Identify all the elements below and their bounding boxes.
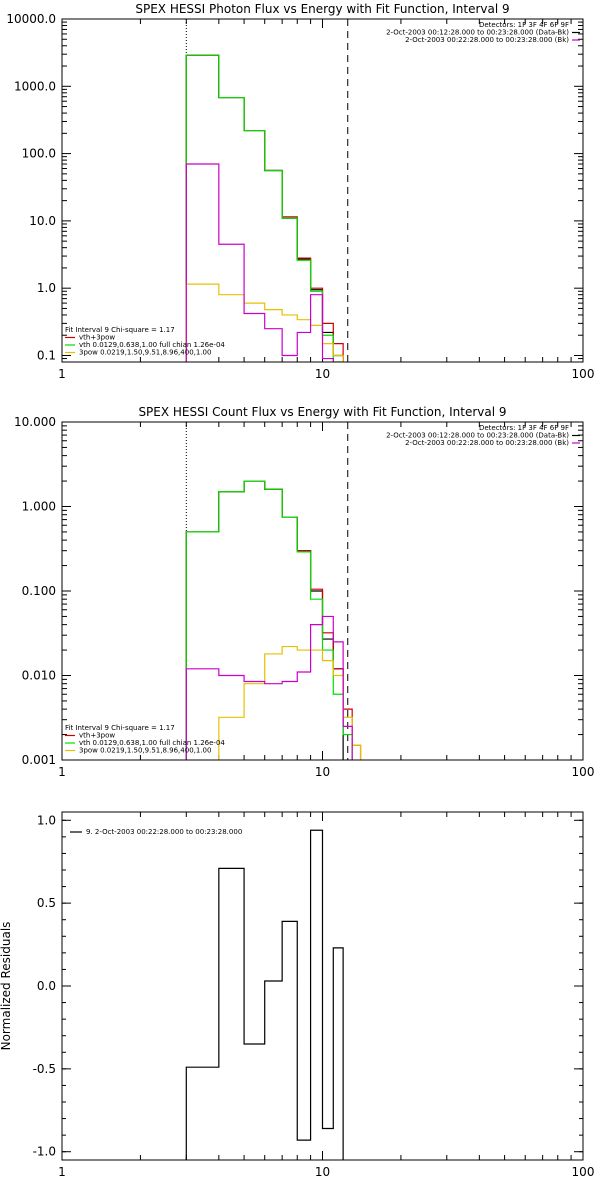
legend-entry: vth+3pow <box>79 732 115 740</box>
series-line-residuals <box>185 829 344 1160</box>
y-tick-label: 1.0 <box>37 281 56 295</box>
series-line-vth <box>185 54 344 362</box>
legend-entry: Fit Interval 9 Chi-square = 1.17 <box>65 724 175 732</box>
legend-entry: 3pow 0.0219,1.50,9.51,8.96,400,1.00 <box>79 349 211 357</box>
y-tick-label: 100.0 <box>22 147 56 161</box>
legend-entry: Detectors: 1F 3F 4F 6F 9F <box>479 21 569 29</box>
legend-entry: 2-Oct-2003 00:22:28.000 to 00:23:28.000 … <box>405 439 569 447</box>
series-line-3pow <box>218 645 362 760</box>
legend-entry: vth+3pow <box>79 334 115 342</box>
y-tick-label: 0.100 <box>22 584 56 598</box>
series-line-3pow <box>185 283 344 362</box>
y-tick-label: 0.001 <box>22 753 56 767</box>
x-tick-label: 1 <box>58 367 66 381</box>
legend-entry: 9. 2-Oct-2003 00:22:28.000 to 00:23:28.0… <box>86 828 242 836</box>
x-tick-label: 10 <box>315 367 330 381</box>
residuals-panel: Normalized Residuals 1 10 100 -1.0 -0.5 0.0 0.5… <box>0 811 595 1179</box>
plot-frame <box>61 421 584 761</box>
x-tick-label: 100 <box>572 1165 595 1179</box>
y-tick-label: 10.000 <box>14 415 56 429</box>
x-tick-label: 1 <box>58 1165 66 1179</box>
y-tick-label: -0.5 <box>33 1062 56 1076</box>
legend-entry: Fit Interval 9 Chi-square = 1.17 <box>65 326 175 334</box>
series-line-bk <box>185 163 334 362</box>
plot-frame <box>61 18 584 363</box>
chart-title: SPEX HESSI Count Flux vs Energy with Fit… <box>138 405 506 419</box>
legend-entry: 2-Oct-2003 00:12:28.000 to 00:23:28.000 … <box>386 432 569 440</box>
legend-entry: 2-Oct-2003 00:22:28.000 to 00:23:28.000 … <box>405 36 569 44</box>
series-line-bk <box>185 615 353 760</box>
y-tick-label: 0.0 <box>37 979 56 993</box>
series-group <box>185 829 344 1160</box>
y-tick-label: 10000.0 <box>6 12 56 26</box>
legend-entry: Detectors: 1F 3F 4F 6F 9F <box>479 424 569 432</box>
x-tick-label: 1 <box>58 765 66 779</box>
series-group <box>185 54 344 362</box>
x-tick-label: 10 <box>315 765 330 779</box>
legend-entry: vth 0.0129,0.638,1.00 full chian 1.26e-0… <box>79 739 225 747</box>
y-tick-label: 0.010 <box>22 669 56 683</box>
y-tick-label: 1.0 <box>37 813 56 827</box>
y-tick-label: 0.1 <box>37 348 56 362</box>
legend-entry: 2-Oct-2003 00:12:28.000 to 00:23:28.000 … <box>386 29 569 37</box>
photon-flux-panel: SPEX HESSI Photon Flux vs Energy with Fi… <box>6 2 594 381</box>
y-axis-label: Normalized Residuals <box>0 922 13 1051</box>
x-tick-label: 100 <box>572 367 595 381</box>
series-line-vth-3pow <box>185 480 362 760</box>
x-tick-label: 100 <box>572 765 595 779</box>
legend-entry: vth 0.0129,0.638,1.00 full chian 1.26e-0… <box>79 341 225 349</box>
plot-frame <box>61 811 584 1161</box>
count-flux-panel: SPEX HESSI Count Flux vs Energy with Fit… <box>14 405 594 779</box>
x-tick-label: 10 <box>315 1165 330 1179</box>
series-line-data-bk <box>185 480 344 760</box>
legend-entry: 3pow 0.0219,1.50,9.51,8.96,400,1.00 <box>79 747 211 755</box>
y-tick-label: 1000.0 <box>14 79 56 93</box>
chart-title: SPEX HESSI Photon Flux vs Energy with Fi… <box>135 2 509 16</box>
series-group <box>185 480 362 760</box>
y-tick-label: 0.5 <box>37 896 56 910</box>
y-tick-label: -1.0 <box>33 1145 56 1159</box>
y-tick-label: 10.0 <box>29 214 56 228</box>
y-tick-label: 1.000 <box>22 500 56 514</box>
series-line-vth <box>185 480 353 760</box>
